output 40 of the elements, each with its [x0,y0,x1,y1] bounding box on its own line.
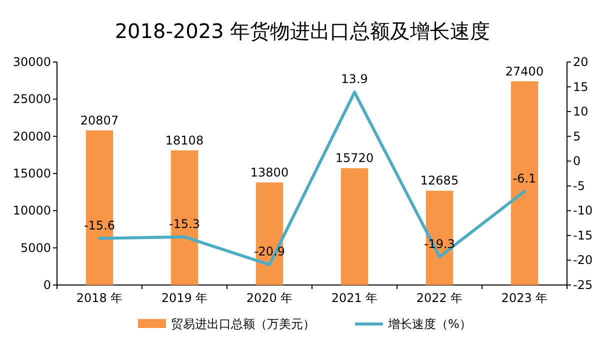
x-tick-label: 2018 年 [76,291,123,305]
chart-title: 2018-2023 年货物进出口总额及增长速度 [114,19,490,43]
data-label: 27400 [505,64,544,78]
data-label: 18108 [165,133,204,148]
data-label: -6.1 [512,171,536,186]
y-tick-label: 25000 [12,92,51,106]
y-tick-label: 15000 [12,166,51,180]
x-tick-label: 2022 年 [416,291,463,305]
y2-tick-label: 5 [573,129,581,144]
x-tick-label: 2020 年 [246,291,293,305]
data-label: 12685 [420,174,459,188]
y-tick-label: 30000 [12,55,51,69]
data-label: 13.9 [341,72,368,86]
y-tick-label: 20000 [12,129,51,144]
y-tick-label: 5000 [20,240,51,255]
bar [170,150,198,285]
bar [426,190,454,285]
legend-label: 贸易进出口总额（万美元） [171,317,315,331]
data-label: 15720 [335,151,374,166]
y2-tick-label: -25 [573,278,593,292]
x-tick-label: 2023 年 [501,291,548,305]
y2-tick-label: -5 [573,178,585,193]
y2-tick-label: -15 [573,228,593,242]
y2-tick-label: -10 [573,204,593,218]
y2-tick-label: -20 [573,253,593,268]
x-tick-label: 2019 年 [161,291,208,305]
bar [256,182,284,285]
bar [86,130,114,285]
y2-tick-label: 15 [573,80,588,94]
data-label: 20807 [80,113,119,128]
y2-tick-label: 10 [573,104,588,119]
x-tick-label: 2021 年 [331,291,378,305]
bar [510,81,538,285]
bar [340,168,368,285]
y-tick-label: 0 [43,278,51,292]
data-label: 13800 [250,165,289,180]
y2-tick-label: 0 [573,154,581,168]
y2-tick-label: 20 [573,55,588,69]
y-tick-label: 10000 [12,204,51,218]
legend-label: 增长速度（%） [387,317,472,331]
